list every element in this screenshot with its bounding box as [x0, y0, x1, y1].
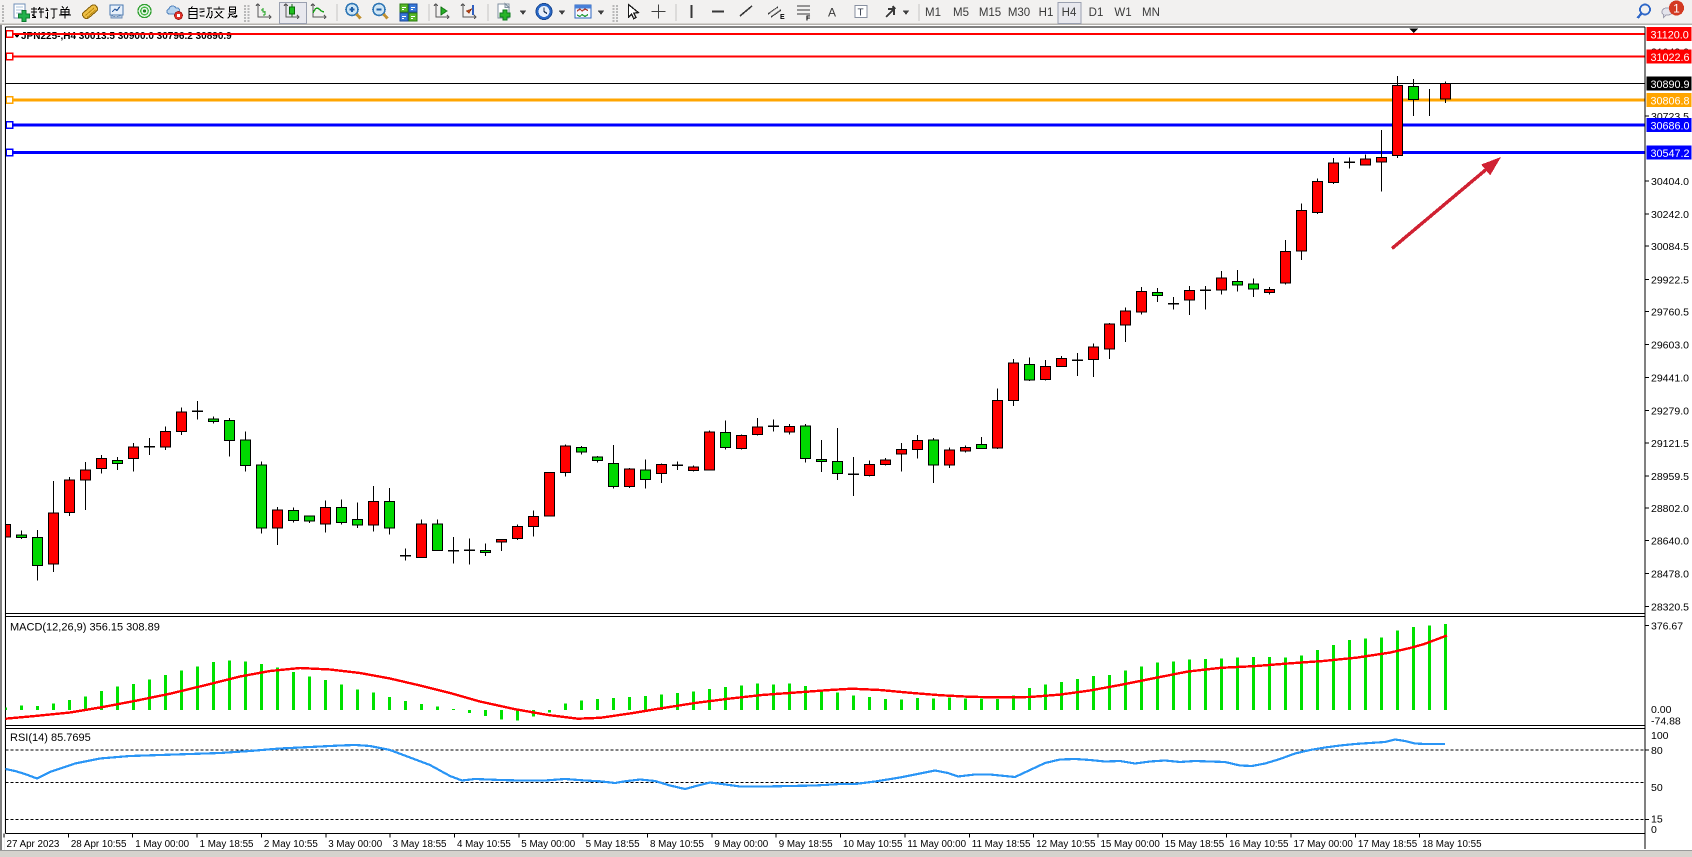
svg-text:31120.0: 31120.0 [1651, 30, 1689, 42]
svg-text:30242.0: 30242.0 [1651, 209, 1689, 221]
svg-text:12 May 10:55: 12 May 10:55 [1036, 839, 1096, 850]
svg-text:M5: M5 [953, 7, 969, 19]
svg-text:28640.0: 28640.0 [1651, 536, 1689, 548]
svg-text:M1: M1 [925, 7, 941, 19]
svg-text:RSI(14) 85.7695: RSI(14) 85.7695 [10, 732, 91, 744]
svg-text:F: F [806, 16, 811, 23]
svg-text:E: E [780, 14, 785, 21]
svg-text:1: 1 [1673, 1, 1680, 15]
svg-text:30890.9: 30890.9 [1651, 79, 1690, 91]
svg-text:17 May 00:00: 17 May 00:00 [1294, 839, 1354, 850]
svg-text:11 May 18:55: 11 May 18:55 [972, 839, 1031, 850]
svg-text:28802.0: 28802.0 [1651, 503, 1689, 515]
svg-text:15 May 18:55: 15 May 18:55 [1165, 839, 1225, 850]
svg-text:27 Apr 2023: 27 Apr 2023 [7, 839, 60, 850]
svg-text:1 May 18:55: 1 May 18:55 [200, 839, 254, 850]
svg-text:28320.5: 28320.5 [1651, 601, 1689, 613]
svg-text:JPN225-,H4 30013.5 30900.0 30: JPN225-,H4 30013.5 30900.0 30796.2 30890… [21, 31, 232, 42]
svg-text:28 Apr 10:55: 28 Apr 10:55 [71, 839, 127, 850]
svg-text:1 May 00:00: 1 May 00:00 [135, 839, 189, 850]
svg-text:D1: D1 [1089, 7, 1104, 19]
svg-text:30686.0: 30686.0 [1651, 121, 1690, 133]
svg-text:376.67: 376.67 [1651, 621, 1683, 633]
svg-text:16 May 10:55: 16 May 10:55 [1229, 839, 1289, 850]
svg-text:10 May 10:55: 10 May 10:55 [843, 839, 903, 850]
svg-text:80: 80 [1651, 745, 1663, 757]
svg-text:29279.0: 29279.0 [1651, 406, 1689, 418]
svg-text:18 May 10:55: 18 May 10:55 [1422, 839, 1482, 850]
svg-text:29603.0: 29603.0 [1651, 340, 1689, 352]
svg-text:3 May 00:00: 3 May 00:00 [328, 839, 382, 850]
svg-text:4 May 10:55: 4 May 10:55 [457, 839, 511, 850]
svg-text:0: 0 [1651, 824, 1657, 836]
svg-text:28959.5: 28959.5 [1651, 471, 1689, 483]
svg-text:M15: M15 [979, 7, 1001, 19]
svg-text:30404.0: 30404.0 [1651, 176, 1689, 188]
svg-text:30084.5: 30084.5 [1651, 241, 1689, 253]
svg-text:0.00: 0.00 [1651, 704, 1672, 716]
svg-text:2 May 10:55: 2 May 10:55 [264, 839, 318, 850]
svg-text:29760.5: 29760.5 [1651, 306, 1689, 318]
svg-text:MN: MN [1142, 7, 1160, 19]
svg-text:-74.88: -74.88 [1651, 716, 1681, 728]
svg-text:A: A [828, 6, 836, 20]
svg-text:100: 100 [1651, 730, 1669, 742]
svg-text:15: 15 [1651, 814, 1663, 826]
svg-text:W1: W1 [1114, 7, 1131, 19]
svg-text:17 May 18:55: 17 May 18:55 [1358, 839, 1418, 850]
svg-text:31022.6: 31022.6 [1651, 52, 1690, 64]
svg-text:30547.2: 30547.2 [1651, 148, 1690, 160]
svg-text:T: T [858, 8, 864, 19]
svg-text:15 May 00:00: 15 May 00:00 [1100, 839, 1160, 850]
svg-text:11 May 00:00: 11 May 00:00 [907, 839, 966, 850]
svg-text:8 May 10:55: 8 May 10:55 [650, 839, 704, 850]
svg-text:29922.5: 29922.5 [1651, 274, 1689, 286]
svg-text:29441.0: 29441.0 [1651, 373, 1689, 385]
svg-text:29121.5: 29121.5 [1651, 438, 1689, 450]
svg-text:30806.8: 30806.8 [1651, 96, 1690, 108]
svg-text:3 May 18:55: 3 May 18:55 [393, 839, 447, 850]
svg-text:5 May 00:00: 5 May 00:00 [521, 839, 575, 850]
svg-text:5 May 18:55: 5 May 18:55 [586, 839, 640, 850]
svg-text:9 May 00:00: 9 May 00:00 [714, 839, 768, 850]
svg-text:50: 50 [1651, 782, 1663, 794]
svg-text:H1: H1 [1039, 7, 1054, 19]
svg-text:MACD(12,26,9) 356.15 308.89: MACD(12,26,9) 356.15 308.89 [10, 622, 160, 634]
svg-text:M30: M30 [1008, 7, 1030, 19]
svg-text:H4: H4 [1062, 7, 1077, 19]
svg-text:9 May 18:55: 9 May 18:55 [779, 839, 833, 850]
svg-text:28478.0: 28478.0 [1651, 569, 1689, 581]
